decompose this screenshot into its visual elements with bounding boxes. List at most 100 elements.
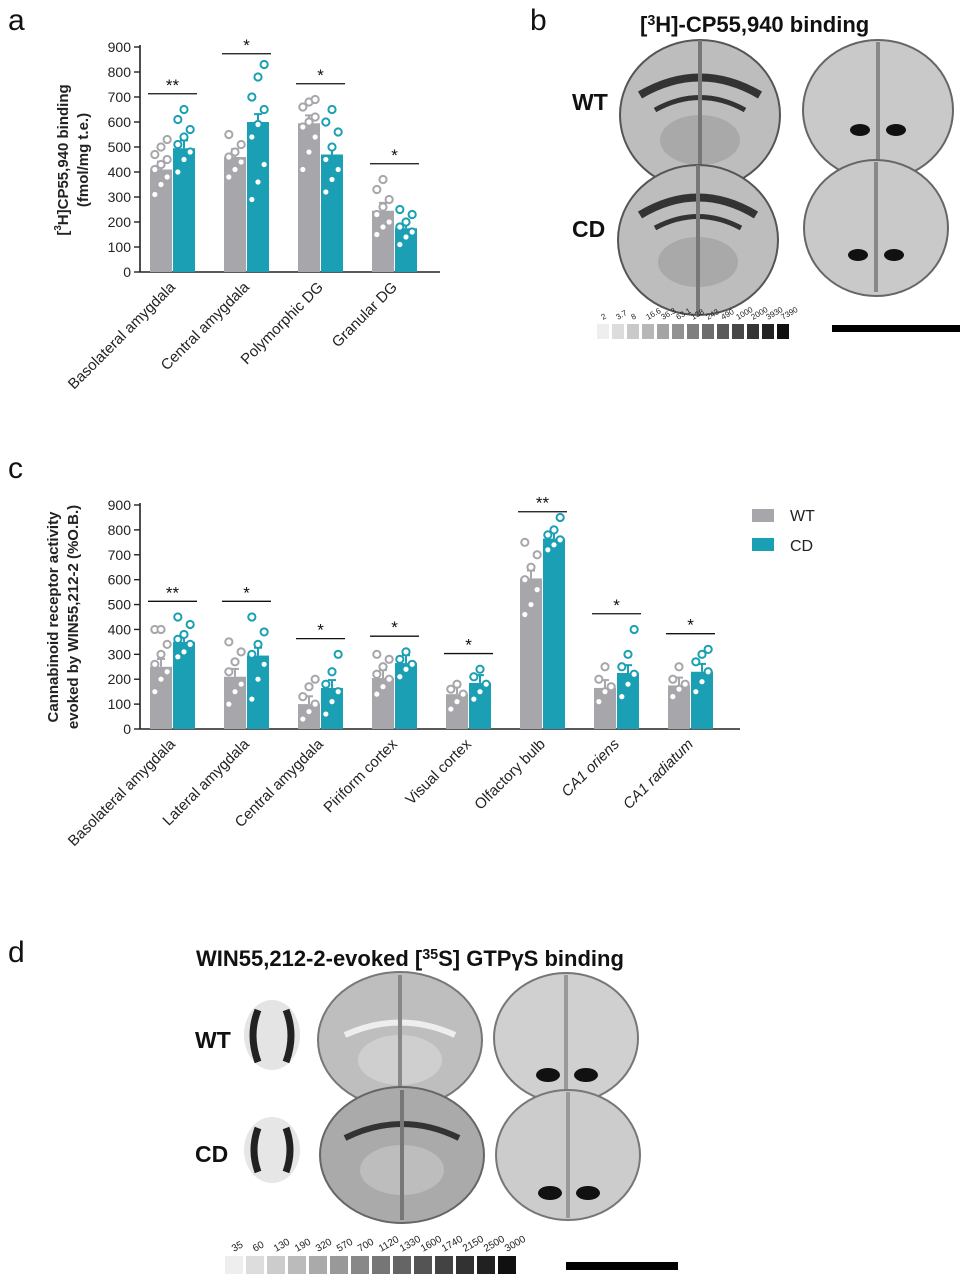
panel-a-letter: a [8,4,25,37]
panel-a-point-cd [253,177,263,187]
panel-c-point-cd [407,659,417,669]
panel-c-point-cd [321,679,331,689]
panel-c-sig-label: ** [536,494,550,513]
panel-a-ytick-label: 700 [108,89,132,105]
panel-b-standard-label: 8 [630,311,639,321]
panel-a-point-cd [395,204,405,215]
panel-c-point-cd [697,649,707,659]
panel-a-point-wt [162,134,172,145]
panel-c-point-wt [378,662,388,672]
panel-b-standard-label: 7390 [780,305,800,322]
panel-c-point-wt [162,667,172,677]
panel-c-point-cd [703,644,713,654]
panel-d-wt-section-1 [317,971,483,1109]
panel-c-point-wt [384,654,394,664]
panel-a-point-cd [395,239,405,250]
panel-c-point-cd [173,652,183,662]
panel-c-point-wt [156,649,166,659]
panel-c-point-wt [162,639,172,649]
panel-a-point-wt [310,132,320,142]
panel-d-standard-label: 60 [251,1239,267,1254]
panel-a-point-cd [407,209,417,220]
panel-c-point-wt [520,609,530,620]
panel-c-point-cd [469,672,479,682]
panel-c-point-wt [224,637,234,647]
panel-a-point-cd [173,114,183,125]
panel-a-ytick-label: 900 [108,39,132,55]
panel-c-point-cd [321,709,331,719]
panel-c-bar-wt [150,666,172,729]
panel-b: [3H]-CP55,940 binding WT CD [572,12,960,339]
panel-c-point-cd [401,647,411,657]
panel-d-standard-swatch [288,1256,306,1274]
panel-d-wt-label: WT [195,1027,231,1053]
panel-a-category-label: Granular DG [329,279,401,351]
panel-d-standard-swatch [393,1256,411,1274]
panel-c-point-cd [481,679,491,689]
panel-c-point-wt [446,684,456,694]
panel-a-point-wt [230,164,240,175]
panel-b-standard-swatch [747,324,759,339]
panel-b-standard-swatch [717,324,729,339]
panel-a-point-cd [253,72,263,82]
panel-d-standard-swatch [225,1256,243,1274]
panel-a-point-wt [372,229,382,240]
panel-a-bar-cd [173,148,195,272]
panel-a-point-cd [401,217,411,227]
panel-c-point-cd [395,672,405,682]
panel-d-standards: 35 60 130 190 320 570 700 112013301600174021502… [225,1234,528,1274]
panel-a-point-wt [236,157,246,167]
panel-d-cd-olfactory-section [244,1117,300,1183]
panel-c-point-wt [526,599,536,610]
panel-a-ytick-label: 300 [108,189,132,205]
panel-c-point-cd [549,525,559,535]
panel-a-point-wt [162,154,172,165]
panel-c-point-cd [247,612,257,622]
panel-a-bar-wt [224,157,246,272]
panel-d-standard-swatch [498,1256,516,1274]
panel-a-point-cd [185,124,195,135]
panel-c-point-cd [549,540,559,550]
panel-a-point-cd [247,194,257,205]
panel-c-sig-label: ** [166,583,180,602]
panel-a-ytick-label: 200 [108,214,132,230]
panel-c-point-wt [372,669,382,679]
panel-a-point-wt [384,194,394,205]
panel-a-point-cd [321,154,331,165]
panel-a-point-wt [156,142,166,152]
panel-c-bar-cd [321,687,343,729]
panel-c-point-cd [555,512,565,523]
panel-c-point-wt [668,692,678,702]
panel-c-point-cd [401,664,411,674]
panel-c-point-cd [697,677,707,687]
panel-c-point-wt [680,679,690,689]
panel-c-point-wt [156,674,166,684]
panel-a-point-cd [327,142,337,152]
legend-wt-swatch [752,509,774,522]
panel-c-bar-cd [543,538,565,729]
panel-c-ytick-label: 0 [123,721,131,737]
panel-d-standard-label: 570 [335,1237,355,1255]
panel-a-point-cd [401,232,411,242]
panel-c-sig-label: * [317,621,324,640]
panel-c-category-label: CA1 oriens [558,735,623,800]
panel-b-wt-section-1 [619,39,781,191]
panel-d-cd-section-1 [319,1086,485,1224]
panel-a-point-wt [304,117,314,127]
panel-c-point-wt [298,714,308,724]
panel-a-point-wt [310,112,320,122]
panel-d: WIN55,212-2-evoked [35S] GTPγS binding W… [195,946,678,1274]
panel-c-point-wt [230,687,240,697]
panel-c-ytick-label: 100 [108,696,132,712]
panel-c-point-wt [674,662,684,672]
panel-d-wt-section-2 [493,972,639,1104]
panel-c-ytick-label: 400 [108,621,132,637]
panel-c-point-cd [555,535,565,545]
panel-c-point-cd [617,662,627,672]
panel-c-category-label: Basolateral amygdala [65,735,179,849]
panel-a-point-cd [395,222,405,232]
panel-d-standard-label: 130 [272,1237,292,1255]
panel-a-category-label: Basolateral amygdala [65,278,179,392]
panel-c-point-wt [372,649,382,659]
panel-a-point-wt [372,209,382,220]
